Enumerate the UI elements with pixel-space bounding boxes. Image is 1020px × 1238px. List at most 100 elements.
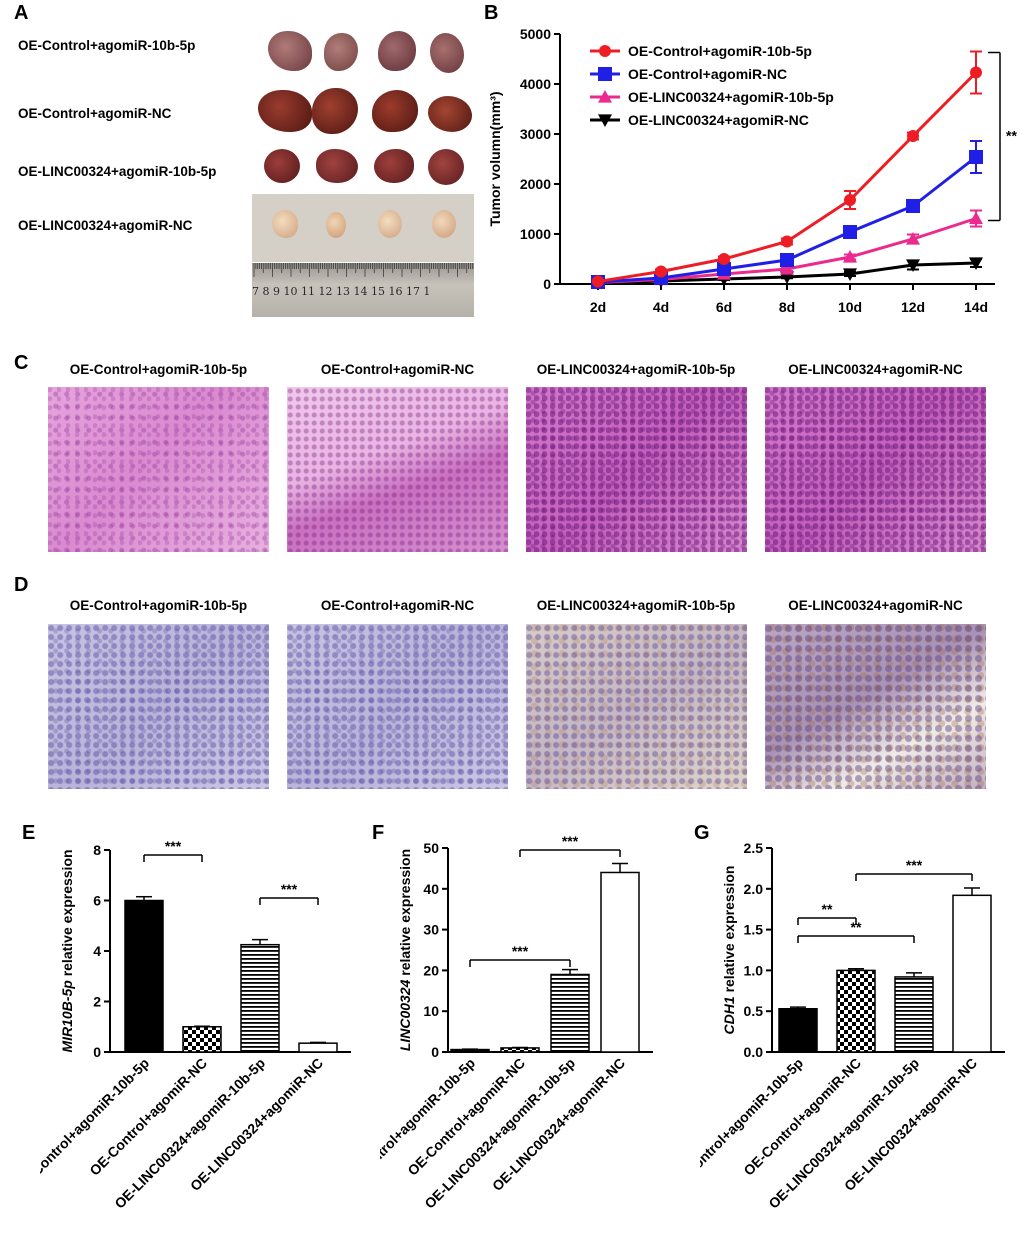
legend-label: OE-LINC00324+agomiR-10b-5p — [628, 89, 834, 105]
y-tick-label: 1000 — [520, 226, 551, 242]
significance-bracket: *** — [469, 943, 571, 967]
ruler-ticks — [253, 263, 474, 277]
significance-bracket: ** — [797, 901, 857, 925]
bar — [500, 1047, 540, 1053]
y-tick-label: 30 — [423, 922, 439, 938]
y-tick-label: 2 — [93, 994, 101, 1010]
ihc-image-4 — [765, 624, 986, 789]
y-tick-label: 2000 — [520, 176, 551, 192]
y-tick-label: 0.5 — [744, 1003, 764, 1019]
ihc-image-2 — [287, 624, 508, 789]
series-1 — [592, 50, 982, 288]
y-axis-title: LINC00324 relative expression — [397, 849, 413, 1051]
y-tick-label: 50 — [423, 840, 439, 856]
mir10b-expression-bar-chart: 0 2 4 6 8 MIR10B-5p relative expression OE-Con… — [40, 838, 351, 1212]
he-image-4 — [765, 387, 986, 552]
significance-label: ** — [822, 901, 833, 917]
y-tick-label: 10 — [423, 1003, 439, 1019]
tumor-photo-row-3 — [252, 143, 474, 191]
panel-label-b: B — [484, 2, 499, 24]
data-point — [906, 199, 920, 213]
panel-c-title-1: OE-Control+agomiR-10b-5p — [69, 362, 248, 377]
x-tick-label: 14d — [964, 299, 988, 315]
significance-label: *** — [281, 881, 298, 897]
legend-label: OE-Control+agomiR-NC — [628, 66, 787, 82]
y-tick-label: 5000 — [520, 26, 551, 42]
panel-d-title-3: OE-LINC00324+agomiR-10b-5p — [536, 598, 736, 613]
panel-d-title-2: OE-Control+agomiR-NC — [320, 598, 475, 613]
significance-bracket: *** — [855, 857, 973, 881]
series-2 — [591, 140, 983, 289]
y-axis-title-rest: relative expression — [59, 849, 75, 980]
panel-a-row-label-3: OE-LINC00324+agomiR-10b-5p — [18, 164, 217, 179]
x-tick-label: 10d — [838, 299, 862, 315]
y-axis-title-rest: relative expression — [721, 866, 737, 997]
significance-bracket: *** — [519, 833, 621, 857]
y-tick-label: 40 — [423, 881, 439, 897]
panel-label-d: D — [14, 574, 29, 596]
significance-bracket: ** — [988, 51, 1017, 222]
y-tick-label: 2.5 — [744, 840, 764, 856]
data-point — [780, 262, 794, 275]
tumor-volume-line-chart: 0 1000 2000 3000 4000 5000 2d 4d 6d 8d 10d 12d 14d Tu… — [487, 26, 1017, 315]
panel-c-title-2: OE-Control+agomiR-NC — [320, 362, 475, 377]
panel-c-title-4: OE-LINC00324+agomiR-NC — [788, 362, 963, 377]
panel-a-row-label-1: OE-Control+agomiR-10b-5p — [18, 38, 196, 53]
he-image-3 — [526, 387, 747, 552]
x-tick-label: OE-Control+agomiR-NC — [740, 1055, 864, 1179]
bar — [600, 871, 640, 1053]
tumor-photo-row-4 — [252, 194, 474, 262]
cdh1-expression-bar-chart: 0.0 0.5 1.0 1.5 2.0 2.5 CDH1 relative expressi… — [700, 840, 1005, 1212]
panel-label-e: E — [22, 822, 36, 844]
data-point — [843, 225, 857, 239]
data-point — [717, 262, 731, 276]
y-axis-title-gene: LINC00324 — [397, 979, 413, 1051]
data-point — [718, 253, 730, 265]
bar — [450, 1048, 490, 1053]
data-point — [781, 235, 793, 248]
significance-label: *** — [906, 857, 923, 873]
y-tick-label: 6 — [93, 893, 101, 909]
data-point — [969, 150, 983, 164]
data-point — [969, 257, 983, 270]
panel-d-title-4: OE-LINC00324+agomiR-NC — [788, 598, 963, 613]
data-point — [969, 211, 983, 225]
bar — [952, 894, 992, 1053]
y-tick-label: 20 — [423, 962, 439, 978]
y-axis-title: Tumor volumn(mm³) — [487, 91, 503, 226]
x-tick-label: 4d — [653, 299, 669, 315]
y-axis-title-gene: MIR10B-5p — [59, 980, 75, 1053]
data-point — [907, 130, 919, 142]
y-tick-label: 0 — [93, 1044, 101, 1060]
y-tick-label: 1.0 — [744, 962, 764, 978]
data-point — [906, 259, 920, 272]
data-point — [780, 253, 794, 267]
bar — [550, 973, 590, 1053]
y-tick-label: 1.5 — [744, 922, 764, 938]
bar — [778, 1008, 818, 1053]
legend-marker — [598, 90, 612, 103]
panel-d-title-1: OE-Control+agomiR-10b-5p — [69, 598, 248, 613]
ruler: 7 8 9 10 11 12 13 14 15 16 17 1 — [252, 263, 474, 317]
bar — [298, 1042, 338, 1053]
he-image-2 — [287, 387, 508, 552]
linc00324-expression-bar-chart: 0 10 20 30 40 50 LINC00324 relative expression… — [380, 833, 653, 1212]
y-axis-title: CDH1 relative expression — [721, 866, 737, 1035]
y-tick-label: 0 — [431, 1044, 439, 1060]
legend-marker — [599, 45, 611, 57]
y-axis-title: MIR10B-5p relative expression — [59, 849, 75, 1052]
bar — [124, 899, 164, 1053]
ihc-image-1 — [48, 624, 269, 789]
significance-label: *** — [562, 833, 579, 849]
y-tick-label: 2.0 — [744, 881, 764, 897]
y-tick-label: 8 — [93, 842, 101, 858]
panel-label-c: C — [14, 352, 29, 374]
x-tick-label: 8d — [779, 299, 795, 315]
y-axis-title-gene: CDH1 — [721, 996, 737, 1034]
panel-label-f: F — [372, 822, 385, 844]
data-point — [655, 265, 667, 278]
panel-label-g: G — [694, 822, 710, 844]
data-point — [844, 194, 856, 206]
legend-label: OE-Control+agomiR-10b-5p — [628, 43, 812, 59]
panel-a-row-label-2: OE-Control+agomiR-NC — [18, 106, 172, 121]
